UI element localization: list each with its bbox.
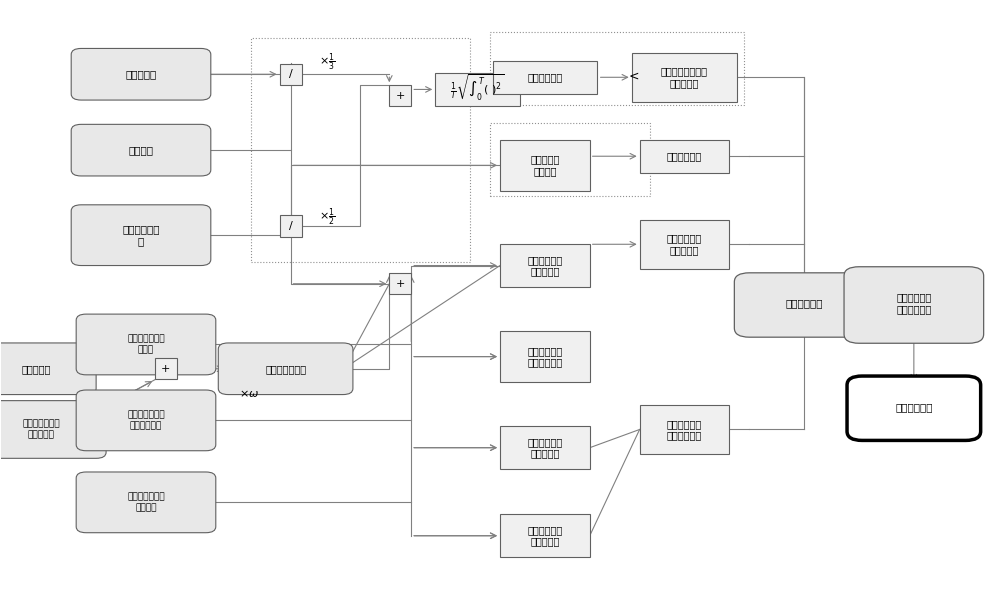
Bar xyxy=(640,220,729,268)
Text: +: + xyxy=(396,279,405,289)
Text: $\times\frac{1}{2}$: $\times\frac{1}{2}$ xyxy=(319,206,336,228)
Text: 避免换流器内
部发生谐振: 避免换流器内 部发生谐振 xyxy=(527,437,562,459)
Text: $\times\frac{1}{3}$: $\times\frac{1}{3}$ xyxy=(319,51,336,73)
Bar xyxy=(493,60,597,94)
Bar xyxy=(389,273,411,295)
Text: 直流线路等值电
感和电容: 直流线路等值电 感和电容 xyxy=(127,493,165,512)
Bar xyxy=(500,514,590,557)
Text: 变压器阀侧电
压: 变压器阀侧电 压 xyxy=(122,224,160,246)
Text: 按约束条件求解
子模块电容值: 按约束条件求解 子模块电容值 xyxy=(127,411,165,430)
Text: 换流器容量: 换流器容量 xyxy=(125,70,157,79)
FancyBboxPatch shape xyxy=(844,267,984,343)
Text: $\times\omega$: $\times\omega$ xyxy=(239,387,259,398)
FancyBboxPatch shape xyxy=(76,390,216,451)
Text: 保护动作前子
模块不损坏: 保护动作前子 模块不损坏 xyxy=(667,234,702,255)
Bar xyxy=(640,405,729,454)
Bar xyxy=(640,140,729,173)
FancyBboxPatch shape xyxy=(76,472,216,533)
Bar xyxy=(280,63,302,85)
Bar xyxy=(490,32,744,105)
Text: 多种参数方案: 多种参数方案 xyxy=(785,298,823,308)
Bar xyxy=(500,426,590,469)
Bar xyxy=(280,215,302,237)
FancyBboxPatch shape xyxy=(71,205,211,265)
Text: 满足用户要求: 满足用户要求 xyxy=(667,151,702,161)
Text: 换流器功率
运行区间: 换流器功率 运行区间 xyxy=(530,154,560,176)
Bar xyxy=(500,140,590,191)
Text: 变压器阻抗: 变压器阻抗 xyxy=(22,364,51,374)
FancyBboxPatch shape xyxy=(218,343,353,395)
Text: 换流站等值电抗: 换流站等值电抗 xyxy=(265,364,306,374)
Bar xyxy=(251,38,470,262)
FancyBboxPatch shape xyxy=(0,401,106,458)
Bar xyxy=(155,358,177,379)
Text: 最佳系统参数: 最佳系统参数 xyxy=(895,402,933,412)
FancyBboxPatch shape xyxy=(734,273,874,337)
Text: 占地和造价最
优化计算程序: 占地和造价最 优化计算程序 xyxy=(896,292,931,314)
Text: 交流系统等值短
路阻抗: 交流系统等值短 路阻抗 xyxy=(127,335,165,354)
Bar xyxy=(500,244,590,287)
Text: /: / xyxy=(289,70,292,79)
Text: 降低运行中发
生谐振的风险: 降低运行中发 生谐振的风险 xyxy=(667,418,702,440)
Bar xyxy=(490,123,650,196)
Text: $\frac{1}{T}\sqrt{\int_0^T(\ )^2}$: $\frac{1}{T}\sqrt{\int_0^T(\ )^2}$ xyxy=(450,72,505,102)
Bar xyxy=(632,53,737,102)
Text: 限制换流站三
相短路电流: 限制换流站三 相短路电流 xyxy=(527,255,562,276)
Text: +: + xyxy=(396,90,405,101)
Text: 直流电压: 直流电压 xyxy=(128,145,154,155)
Text: <: < xyxy=(628,70,639,82)
Bar xyxy=(389,85,411,106)
Text: 避免换流站之
间发生谐振: 避免换流站之 间发生谐振 xyxy=(527,525,562,547)
FancyBboxPatch shape xyxy=(847,376,981,440)
FancyBboxPatch shape xyxy=(0,343,96,395)
Text: 换流器开关器件通
流能力上限: 换流器开关器件通 流能力上限 xyxy=(661,66,708,88)
Text: 按约束条件求解
桥臂电感值: 按约束条件求解 桥臂电感值 xyxy=(22,420,60,439)
Text: 稳态最大电流: 稳态最大电流 xyxy=(527,73,562,82)
Bar xyxy=(500,331,590,382)
FancyBboxPatch shape xyxy=(76,314,216,375)
Text: +: + xyxy=(161,364,171,374)
Bar xyxy=(435,73,520,106)
FancyBboxPatch shape xyxy=(71,48,211,100)
Text: 限制双极短路
电流上升时间: 限制双极短路 电流上升时间 xyxy=(527,346,562,367)
Text: /: / xyxy=(289,221,292,231)
FancyBboxPatch shape xyxy=(71,124,211,176)
